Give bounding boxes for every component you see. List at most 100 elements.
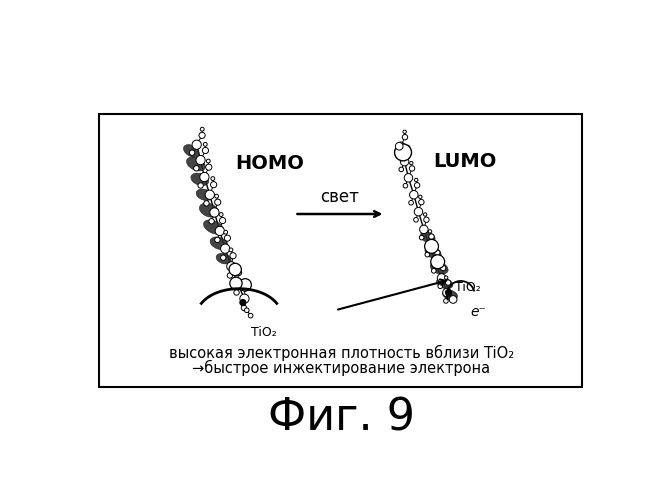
Circle shape xyxy=(410,190,418,199)
Circle shape xyxy=(241,305,247,310)
Circle shape xyxy=(219,218,225,224)
Circle shape xyxy=(240,300,246,306)
Circle shape xyxy=(210,208,219,217)
Circle shape xyxy=(424,217,429,222)
Circle shape xyxy=(200,128,204,131)
Circle shape xyxy=(198,183,203,188)
Circle shape xyxy=(196,156,205,164)
Circle shape xyxy=(240,280,244,284)
Circle shape xyxy=(215,194,219,198)
Circle shape xyxy=(235,270,241,276)
Circle shape xyxy=(446,280,451,285)
Ellipse shape xyxy=(425,246,441,258)
Circle shape xyxy=(414,208,423,216)
Circle shape xyxy=(204,200,209,206)
Circle shape xyxy=(414,218,418,222)
Circle shape xyxy=(406,146,410,149)
Circle shape xyxy=(410,162,413,165)
Circle shape xyxy=(438,274,446,282)
Circle shape xyxy=(438,284,442,288)
Circle shape xyxy=(239,278,251,291)
Circle shape xyxy=(205,190,214,200)
Text: HOMO: HOMO xyxy=(235,154,304,174)
Circle shape xyxy=(420,236,424,240)
Circle shape xyxy=(233,278,242,288)
Circle shape xyxy=(404,174,413,182)
Circle shape xyxy=(406,150,411,155)
Ellipse shape xyxy=(210,237,228,250)
Ellipse shape xyxy=(436,278,453,288)
Circle shape xyxy=(450,296,457,304)
Ellipse shape xyxy=(187,157,205,171)
Ellipse shape xyxy=(430,262,448,274)
Circle shape xyxy=(229,264,241,276)
Ellipse shape xyxy=(183,144,199,157)
Circle shape xyxy=(403,130,406,134)
Circle shape xyxy=(199,132,205,138)
Circle shape xyxy=(203,142,207,146)
Circle shape xyxy=(444,276,448,280)
Circle shape xyxy=(414,178,418,182)
Bar xyxy=(99,114,582,387)
Circle shape xyxy=(419,195,422,198)
Circle shape xyxy=(395,152,400,156)
Circle shape xyxy=(444,298,448,304)
Circle shape xyxy=(434,246,438,249)
Circle shape xyxy=(429,234,434,239)
Circle shape xyxy=(227,262,236,271)
Circle shape xyxy=(414,182,420,188)
Circle shape xyxy=(211,182,217,188)
Circle shape xyxy=(224,235,231,241)
Circle shape xyxy=(202,148,209,154)
Circle shape xyxy=(431,258,440,266)
Circle shape xyxy=(432,268,436,273)
Circle shape xyxy=(420,225,428,234)
Circle shape xyxy=(209,218,214,224)
Circle shape xyxy=(240,294,249,304)
Circle shape xyxy=(395,144,412,161)
Circle shape xyxy=(399,167,404,172)
Circle shape xyxy=(396,142,403,150)
Circle shape xyxy=(419,200,424,205)
Circle shape xyxy=(200,172,209,182)
Circle shape xyxy=(403,184,408,188)
Ellipse shape xyxy=(203,220,223,234)
Circle shape xyxy=(428,230,432,233)
Circle shape xyxy=(223,230,227,234)
Circle shape xyxy=(221,255,226,260)
Circle shape xyxy=(242,285,248,291)
Circle shape xyxy=(206,159,210,163)
Circle shape xyxy=(215,237,220,242)
Circle shape xyxy=(192,140,201,149)
Circle shape xyxy=(205,164,212,170)
Circle shape xyxy=(431,255,445,268)
Circle shape xyxy=(400,158,409,166)
Circle shape xyxy=(244,308,249,312)
Circle shape xyxy=(234,265,238,269)
Circle shape xyxy=(446,290,452,296)
Circle shape xyxy=(396,142,405,150)
Circle shape xyxy=(215,226,224,235)
Circle shape xyxy=(443,288,451,297)
Circle shape xyxy=(221,244,230,254)
Circle shape xyxy=(230,252,236,259)
Circle shape xyxy=(440,266,446,270)
Ellipse shape xyxy=(199,203,219,218)
Circle shape xyxy=(410,166,415,171)
Ellipse shape xyxy=(216,254,231,264)
Circle shape xyxy=(230,277,242,289)
Text: свет: свет xyxy=(319,188,359,206)
Text: TiO₂: TiO₂ xyxy=(455,280,480,293)
Ellipse shape xyxy=(191,173,209,186)
Circle shape xyxy=(219,212,223,216)
Circle shape xyxy=(215,199,221,205)
Circle shape xyxy=(234,290,239,295)
Circle shape xyxy=(440,262,443,264)
Circle shape xyxy=(189,150,195,156)
Circle shape xyxy=(409,200,414,205)
Circle shape xyxy=(402,134,408,140)
Text: e⁻: e⁻ xyxy=(470,305,486,319)
Text: LUMO: LUMO xyxy=(433,152,496,171)
Ellipse shape xyxy=(420,232,435,242)
Ellipse shape xyxy=(442,290,458,300)
